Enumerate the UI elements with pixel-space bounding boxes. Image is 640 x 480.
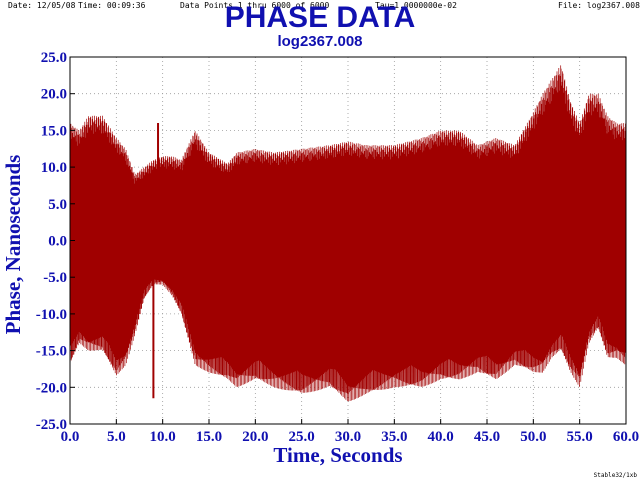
y-tick-label: 25.0 (41, 50, 67, 66)
x-tick-label: 45.0 (474, 429, 500, 445)
chart-title: PHASE DATA (224, 1, 416, 34)
x-tick-label: 50.0 (520, 429, 546, 445)
y-tick-label: 0.0 (48, 234, 67, 250)
x-tick-label: 25.0 (289, 429, 315, 445)
y-tick-label: 5.0 (48, 197, 67, 213)
phase-trace (69, 65, 627, 402)
y-tick-label: -25.0 (36, 417, 67, 433)
x-tick-label: 35.0 (381, 429, 407, 445)
header-data-points: Data Points 1 thru 6000 of 6000 (180, 1, 330, 10)
x-tick-label: 55.0 (567, 429, 593, 445)
y-tick-label: -15.0 (36, 344, 67, 360)
y-axis-title: Phase, Nanoseconds (1, 155, 25, 335)
header-date: Date: 12/05/08 (8, 1, 76, 10)
x-tick-label: 30.0 (335, 429, 361, 445)
y-tick-label: 20.0 (41, 87, 67, 103)
x-tick-label: 60.0 (613, 429, 639, 445)
x-tick-label: 20.0 (242, 429, 268, 445)
x-tick-label: 5.0 (107, 429, 126, 445)
footer-version: Stable32/1xb (593, 472, 637, 479)
header-tau: Tau=1.0000000e-02 (375, 1, 457, 10)
y-tick-label: -20.0 (36, 380, 67, 396)
chart-subtitle: log2367.008 (277, 33, 363, 50)
y-tick-label: -5.0 (43, 270, 67, 286)
y-tick-label: 15.0 (41, 123, 67, 139)
x-tick-label: 10.0 (150, 429, 176, 445)
y-tick-label: 10.0 (41, 160, 67, 176)
header-time: Time: 00:09:36 (78, 1, 146, 10)
x-tick-label: 15.0 (196, 429, 222, 445)
x-tick-label: 0.0 (61, 429, 80, 445)
x-tick-label: 40.0 (428, 429, 454, 445)
phase-trace-core (70, 143, 626, 314)
y-tick-label: -10.0 (36, 307, 67, 323)
x-axis-title: Time, Seconds (273, 443, 402, 467)
header-file: File: log2367.008 (558, 1, 640, 10)
